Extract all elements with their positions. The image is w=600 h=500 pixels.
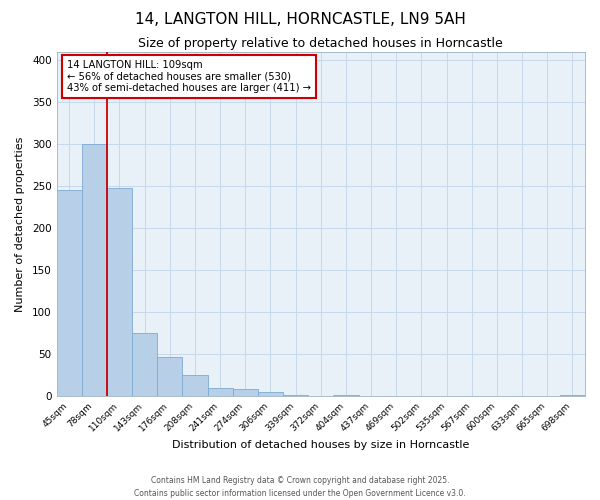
Bar: [208, 388, 233, 396]
X-axis label: Distribution of detached houses by size in Horncastle: Distribution of detached houses by size …: [172, 440, 469, 450]
Bar: [56, 190, 82, 396]
Text: Contains HM Land Registry data © Crown copyright and database right 2025.
Contai: Contains HM Land Registry data © Crown c…: [134, 476, 466, 498]
Bar: [107, 188, 132, 396]
Y-axis label: Number of detached properties: Number of detached properties: [15, 136, 25, 312]
Title: Size of property relative to detached houses in Horncastle: Size of property relative to detached ho…: [139, 38, 503, 51]
Bar: [132, 333, 157, 396]
Bar: [182, 375, 208, 396]
Text: 14, LANGTON HILL, HORNCASTLE, LN9 5AH: 14, LANGTON HILL, HORNCASTLE, LN9 5AH: [134, 12, 466, 28]
Bar: [157, 356, 182, 396]
Bar: [233, 390, 258, 396]
Bar: [258, 392, 283, 396]
Bar: [82, 144, 107, 396]
Text: 14 LANGTON HILL: 109sqm
← 56% of detached houses are smaller (530)
43% of semi-d: 14 LANGTON HILL: 109sqm ← 56% of detache…: [67, 60, 311, 94]
